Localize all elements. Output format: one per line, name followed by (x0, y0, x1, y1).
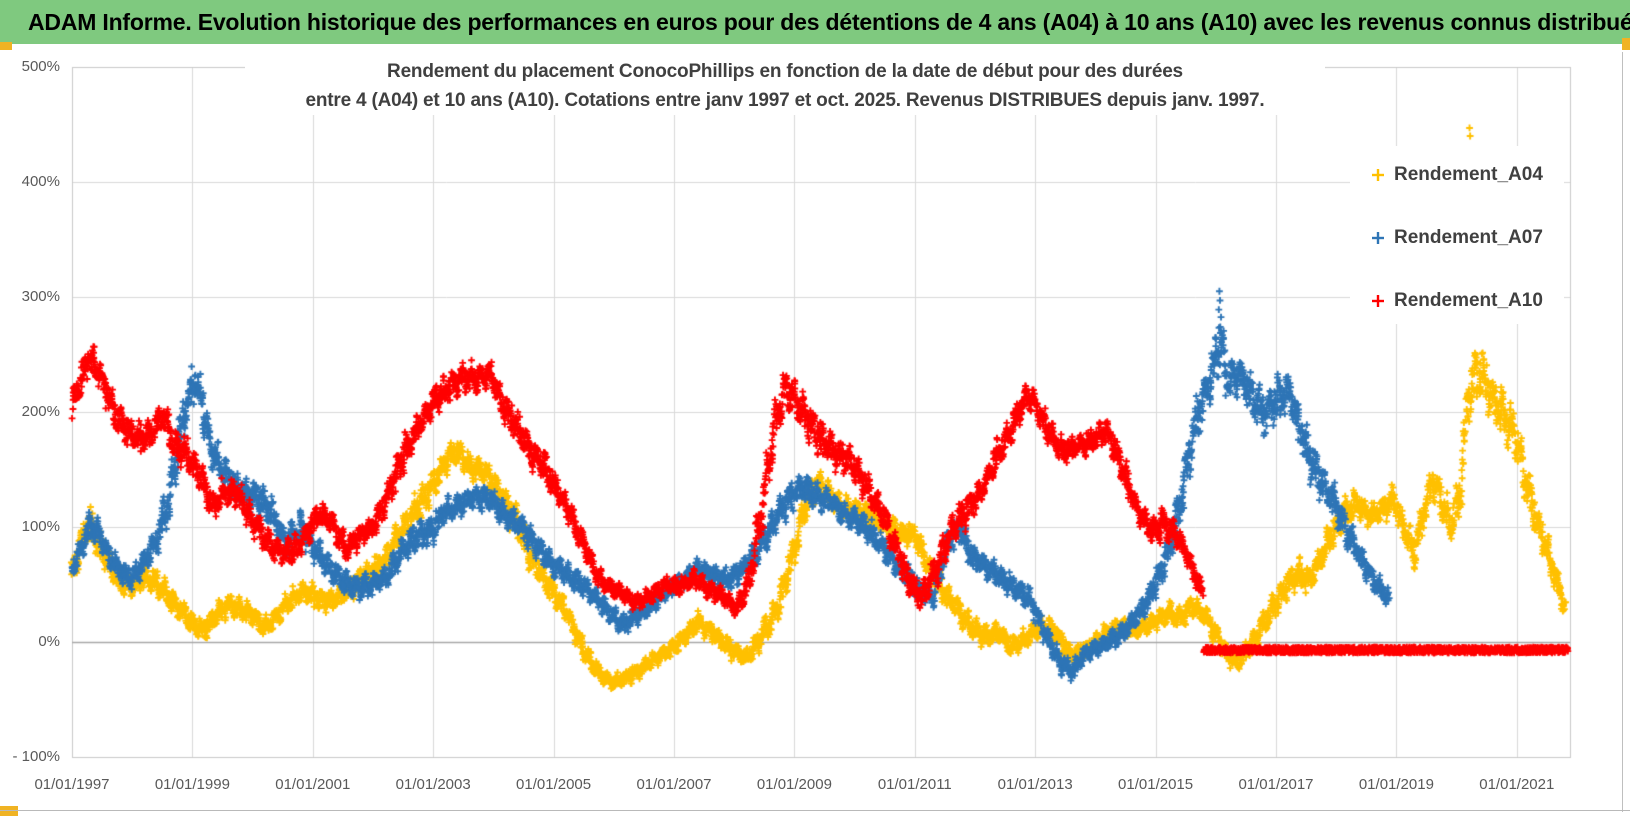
y-tick-label: 100% (21, 518, 60, 535)
x-tick-label: 01/01/1997 (34, 776, 110, 793)
y-tick-label: 500% (21, 58, 60, 75)
x-tick-label: 01/01/2005 (516, 776, 592, 793)
x-tick-label: 01/01/2015 (1118, 776, 1194, 793)
x-tick-label: 01/01/2011 (877, 776, 952, 793)
chart-title: Rendement du placement ConocoPhillips en… (245, 57, 1325, 115)
plus-marker-icon (1372, 295, 1384, 307)
x-tick-label: 01/01/2021 (1479, 776, 1555, 793)
x-tick-label: 01/01/2019 (1358, 776, 1434, 793)
legend-label: Rendement_A04 (1394, 164, 1543, 185)
y-tick-label: 400% (21, 173, 60, 190)
x-tick-label: 01/01/2013 (997, 776, 1073, 793)
y-tick-label: - 100% (12, 748, 60, 765)
legend-label: Rendement_A10 (1394, 290, 1543, 311)
legend-item-rendement-a10[interactable]: Rendement_A10 (1350, 286, 1564, 316)
legend-item-rendement-a07[interactable]: Rendement_A07 (1350, 223, 1564, 253)
plus-marker-icon (1372, 169, 1384, 181)
x-tick-label: 01/01/1999 (154, 776, 230, 793)
y-tick-label: 0% (38, 633, 60, 650)
chart-title-line1: Rendement du placement ConocoPhillips en… (387, 61, 1183, 82)
y-tick-label: 300% (21, 288, 60, 305)
x-tick-label: 01/01/2007 (636, 776, 712, 793)
chart-title-line2: entre 4 (A04) et 10 ans (A10). Cotations… (305, 90, 1265, 111)
legend-item-rendement-a04[interactable]: Rendement_A04 (1350, 160, 1564, 190)
x-tick-label: 01/01/2009 (756, 776, 832, 793)
y-tick-label: 200% (21, 403, 60, 420)
plus-marker-icon (1372, 232, 1384, 244)
x-tick-label: 01/01/2003 (395, 776, 471, 793)
x-tick-label: 01/01/2001 (275, 776, 351, 793)
legend-label: Rendement_A07 (1394, 227, 1543, 248)
window-border-right (1622, 52, 1623, 812)
window-border-bottom (0, 810, 1630, 811)
x-tick-label: 01/01/2017 (1238, 776, 1314, 793)
chart-legend: Rendement_A04 Rendement_A07 Rendement_A1… (1350, 146, 1564, 324)
